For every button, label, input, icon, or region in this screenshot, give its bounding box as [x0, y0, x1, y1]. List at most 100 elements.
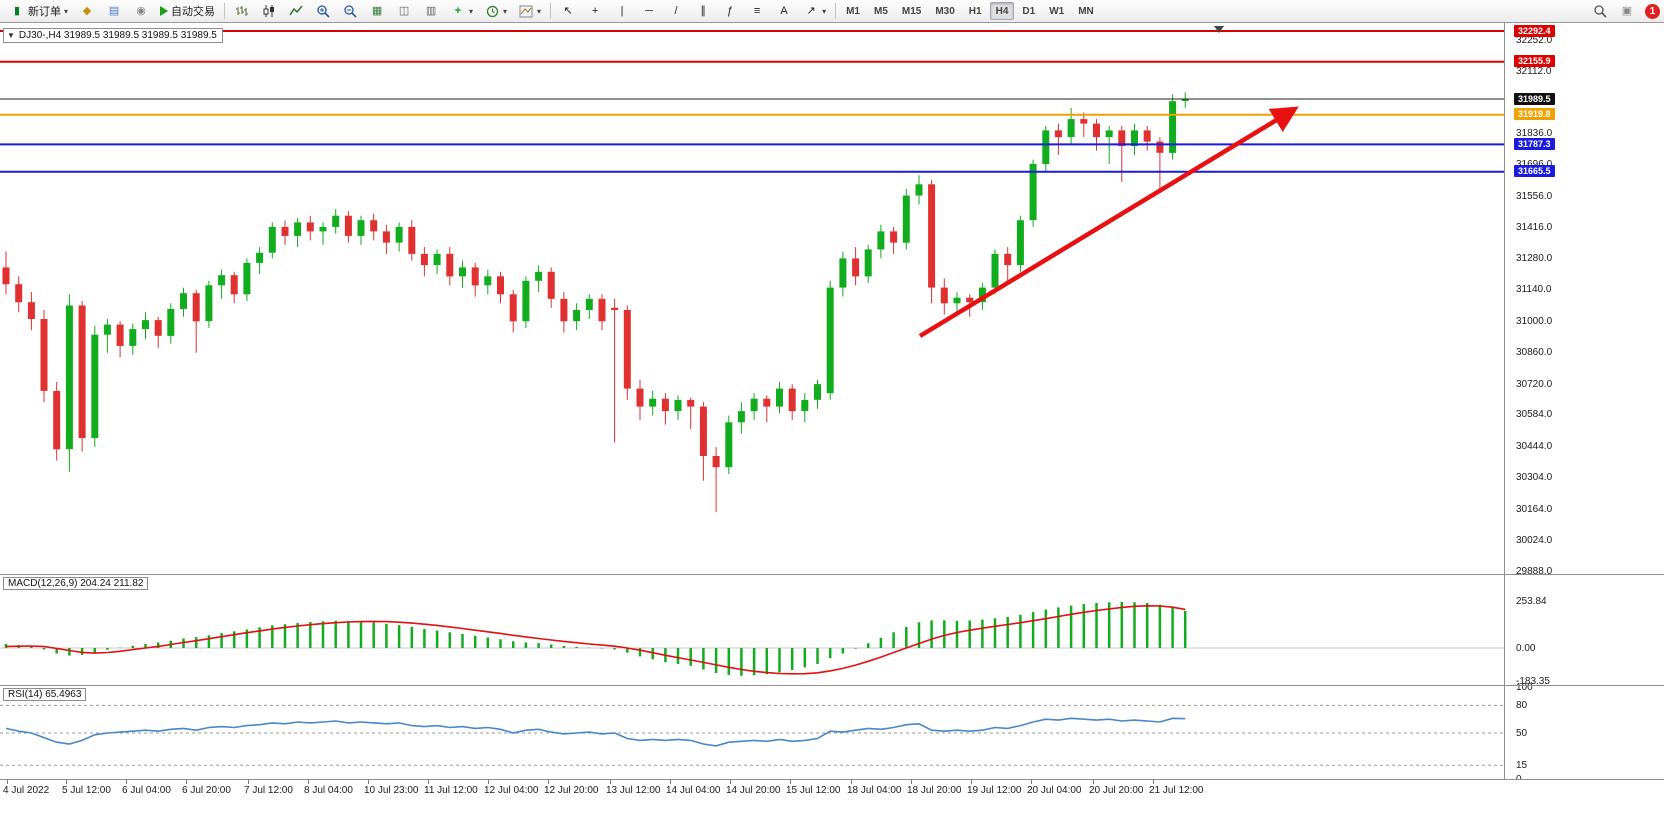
time-tick — [66, 780, 67, 784]
zoom-in-button[interactable] — [310, 1, 336, 21]
time-axis-label: 6 Jul 20:00 — [182, 785, 231, 796]
channel-icon: ∥ — [700, 4, 706, 17]
toolbar-separator — [224, 3, 226, 19]
price-axis-label: 31000.0 — [1516, 315, 1553, 327]
notification-badge[interactable]: 1 — [1645, 3, 1660, 19]
price-axis-label: 32252.0 — [1516, 34, 1553, 46]
text-tool-button[interactable]: A — [771, 1, 797, 21]
account-button[interactable]: ▣ — [1614, 1, 1640, 21]
time-tick — [548, 780, 549, 784]
price-badge: 31787.3 — [1514, 137, 1555, 150]
price-axis-label: 30720.0 — [1516, 378, 1553, 390]
timeframe-D1[interactable]: D1 — [1022, 5, 1036, 17]
main-toolbar: ▮ 新订单 ▾ ◆ ▤ ◉ 自动交易 — [0, 0, 1664, 23]
zoom-out-button[interactable] — [337, 1, 363, 21]
tile-windows-button[interactable]: ▦ — [364, 1, 390, 21]
macd-panel-separator[interactable] — [0, 574, 1664, 575]
timeframe-M15[interactable]: M15 — [901, 5, 922, 17]
time-axis-border — [0, 779, 1664, 780]
price-axis-label: 30584.0 — [1516, 409, 1553, 421]
time-axis-label: 14 Jul 20:00 — [726, 785, 781, 796]
arrange-horizontal-button[interactable]: ▥ — [418, 1, 444, 21]
add-indicator-button[interactable]: + ▾ — [445, 1, 478, 21]
time-axis-label: 14 Jul 04:00 — [666, 785, 721, 796]
time-tick — [428, 780, 429, 784]
timeframe-M5[interactable]: M5 — [873, 5, 888, 17]
fibonacci-tool-button[interactable]: ƒ — [717, 1, 743, 21]
vertical-line-tool-button[interactable]: | — [609, 1, 635, 21]
auto-trading-label: 自动交易 — [171, 6, 216, 18]
trendline-icon: / — [674, 4, 678, 17]
new-order-button[interactable]: ▮ 新订单 ▾ — [4, 1, 73, 21]
search-icon — [1592, 3, 1608, 19]
chart-workspace: ▼ DJ30-,H4 31989.5 31989.5 31989.5 31989… — [0, 23, 1664, 833]
chevron-down-icon: ▾ — [822, 6, 827, 16]
chevron-down-icon: ▾ — [64, 6, 69, 16]
time-axis-label: 7 Jul 12:00 — [244, 785, 293, 796]
market-watch-button[interactable]: ◆ — [74, 1, 100, 21]
rsi-label: RSI(14) 65.4963 — [3, 688, 87, 701]
bar-chart-mode-button[interactable] — [229, 1, 255, 21]
time-axis-label: 4 Jul 2022 — [3, 785, 50, 796]
trendline-tool-button[interactable]: / — [663, 1, 689, 21]
crosshair-icon: + — [591, 4, 599, 17]
collapse-icon[interactable]: ▼ — [7, 31, 15, 40]
candlestick-icon — [261, 3, 277, 19]
macd-axis-label: 253.84 — [1516, 596, 1547, 608]
tile-windows-icon: ▦ — [371, 4, 383, 17]
price-chart-canvas[interactable] — [0, 23, 1504, 780]
price-axis-label: 29888.0 — [1516, 565, 1553, 577]
time-axis-label: 12 Jul 20:00 — [544, 785, 599, 796]
time-tick — [7, 780, 8, 784]
play-icon — [160, 6, 169, 16]
price-badge: 31989.5 — [1514, 92, 1555, 105]
rsi-panel-separator[interactable] — [0, 685, 1664, 686]
timeframe-H4[interactable]: H4 — [989, 2, 1015, 20]
timeframe-H1[interactable]: H1 — [968, 5, 982, 17]
timeframe-M1[interactable]: M1 — [846, 5, 860, 17]
candlestick-mode-button[interactable] — [256, 1, 282, 21]
zoom-out-icon — [342, 3, 358, 19]
search-button[interactable] — [1587, 1, 1613, 21]
andrews-pitchfork-tool-button[interactable]: ≡ — [744, 1, 770, 21]
auto-trading-button[interactable]: 自动交易 — [155, 1, 220, 21]
price-axis-label: 30164.0 — [1516, 503, 1553, 515]
timeframe-MN[interactable]: MN — [1078, 5, 1094, 17]
time-axis[interactable]: 4 Jul 2022 5 Jul 12:00 6 Jul 04:00 6 Jul 20… — [0, 780, 1664, 804]
price-axis[interactable]: 32252.0 32112.0 31836.0 31696.0 31556.0 31416… — [1504, 23, 1664, 785]
time-tick — [790, 780, 791, 784]
timeframe-M30[interactable]: M30 — [935, 5, 955, 17]
data-window-button[interactable]: ▤ — [101, 1, 127, 21]
macd-label: MACD(12,26,9) 204.24 211.82 — [3, 577, 149, 590]
line-chart-mode-button[interactable] — [283, 1, 309, 21]
vertical-line-icon: | — [620, 4, 624, 17]
channel-tool-button[interactable]: ∥ — [690, 1, 716, 21]
macd-axis-label: 0.00 — [1516, 642, 1536, 654]
periods-button[interactable]: ▾ — [479, 1, 512, 21]
time-axis-label: 21 Jul 12:00 — [1149, 785, 1204, 796]
time-tick — [610, 780, 611, 784]
templates-button[interactable]: ▾ — [513, 1, 546, 21]
macd-axis-label: -183.35 — [1516, 675, 1550, 687]
new-order-icon: ▮ — [13, 4, 21, 17]
chart-title-text: DJ30-,H4 31989.5 31989.5 31989.5 31989.5 — [18, 30, 217, 41]
line-chart-icon — [288, 3, 304, 19]
rsi-axis-label: 80 — [1516, 699, 1528, 711]
crosshair-tool-button[interactable]: + — [582, 1, 608, 21]
timeframe-W1[interactable]: W1 — [1049, 5, 1065, 17]
navigator-button[interactable]: ◉ — [128, 1, 154, 21]
time-axis-label: 18 Jul 04:00 — [847, 785, 902, 796]
horizontal-line-tool-button[interactable]: ─ — [636, 1, 662, 21]
arrows-tool-button[interactable]: ↗ ▾ — [798, 1, 831, 21]
price-axis-label: 31696.0 — [1516, 159, 1552, 170]
time-tick — [1031, 780, 1032, 784]
rsi-axis-label: 15 — [1516, 759, 1528, 771]
price-badge: 32155.9 — [1514, 55, 1555, 68]
time-tick — [368, 780, 369, 784]
time-axis-label: 12 Jul 04:00 — [484, 785, 539, 796]
time-axis-label: 19 Jul 12:00 — [967, 785, 1022, 796]
arrange-vertical-button[interactable]: ◫ — [391, 1, 417, 21]
time-axis-label: 5 Jul 12:00 — [62, 785, 111, 796]
cursor-tool-button[interactable]: ↖ — [555, 1, 581, 21]
